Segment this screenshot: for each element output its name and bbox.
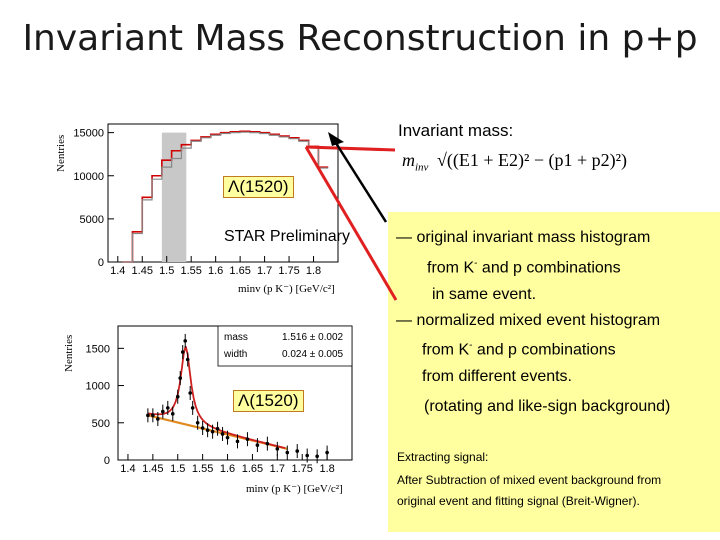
data-point <box>265 441 270 446</box>
y-tick-label: 15000 <box>73 128 104 140</box>
x-tick-label: 1.6 <box>208 265 223 277</box>
data-point <box>285 450 290 455</box>
data-point <box>215 426 220 431</box>
formula-lhs: m <box>402 150 415 170</box>
star-preliminary-label: STAR Preliminary <box>224 228 350 245</box>
x-tick-label: 1.6 <box>220 463 235 475</box>
note-original-histogram: — original invariant mass histogram <box>396 229 651 246</box>
y-tick-label: 5000 <box>80 214 104 226</box>
data-point <box>190 406 195 410</box>
slide-title: Invariant Mass Reconstruction in p+p <box>22 18 698 59</box>
note-mixed-combinations: from K- and p combinations <box>422 340 616 359</box>
data-point <box>325 450 329 455</box>
data-point <box>305 453 309 458</box>
x-tick-label: 1.55 <box>192 463 213 475</box>
x-tick-label: 1.5 <box>170 463 185 475</box>
data-point <box>315 454 319 459</box>
formula-lhs-sub: inv <box>415 161 429 174</box>
data-point <box>151 413 155 418</box>
data-point <box>178 376 183 380</box>
mixed-histogram-line <box>122 131 329 263</box>
x-tick-label: 1.45 <box>132 265 153 277</box>
data-point <box>188 391 192 395</box>
x-tick-label: 1.4 <box>110 265 125 277</box>
data-point <box>183 339 188 343</box>
x-tick-label: 1.65 <box>229 265 250 277</box>
data-point <box>185 357 190 362</box>
data-point <box>200 426 205 430</box>
x-tick-label: 1.5 <box>159 265 174 277</box>
note-text: from K <box>427 259 475 277</box>
x-tick-label: 1.8 <box>319 463 334 475</box>
data-point <box>225 435 230 440</box>
x-tick-label: 1.8 <box>306 265 321 277</box>
data-point <box>180 350 185 354</box>
formula-rhs: √((E1 + E2)² − (p1 + p2)²) <box>436 150 628 170</box>
y-tick-label: 500 <box>92 418 110 430</box>
note-background-method: (rotating and like-sign background) <box>424 398 671 415</box>
y-tick-label: 1500 <box>86 343 110 355</box>
formula-heading: Invariant mass: <box>398 121 514 140</box>
data-point <box>235 439 240 444</box>
x-axis-label-top: minv (p K⁻) [GeV/c²] <box>238 283 335 295</box>
fit-param-value: 0.024 ± 0.005 <box>282 349 344 360</box>
x-tick-label: 1.75 <box>292 463 313 475</box>
note-mixed-histogram: — normalized mixed event histogram <box>396 312 661 329</box>
data-point <box>245 437 250 441</box>
note-extracting-heading: Extracting signal: <box>397 450 489 464</box>
fit-param-name: mass <box>224 332 248 343</box>
black-arrow-line <box>332 139 388 223</box>
note-extracting-line2: original event and fitting signal (Breit… <box>397 494 640 508</box>
note-different-events: from different events. <box>422 368 572 385</box>
y-tick-label: 0 <box>98 257 104 269</box>
y-axis-label-top: Nentries <box>55 135 67 172</box>
y-tick-label: 10000 <box>73 171 104 183</box>
data-point <box>170 412 175 416</box>
fit-param-name: width <box>223 349 247 360</box>
y-axis-label-bottom: Nentries <box>63 335 75 372</box>
x-tick-label: 1.55 <box>180 265 201 277</box>
black-arrow-head <box>328 132 344 146</box>
data-point <box>295 449 300 453</box>
note-text: from K <box>422 341 470 359</box>
data-point <box>156 417 160 421</box>
note-sup: - <box>474 258 478 269</box>
data-point <box>210 429 215 434</box>
x-tick-label: 1.65 <box>242 463 263 475</box>
data-point <box>220 432 225 436</box>
data-point <box>275 447 280 451</box>
note-extracting-line1: After Subtraction of mixed event backgro… <box>397 473 662 487</box>
x-tick-label: 1.45 <box>142 463 163 475</box>
fit-param-value: 1.516 ± 0.002 <box>282 332 344 343</box>
x-tick-label: 1.75 <box>278 265 299 277</box>
data-point <box>161 409 165 414</box>
x-axis-label-bottom: minv (p K⁻) [GeV/c²] <box>246 483 343 495</box>
lambda-label-top: Λ(1520) <box>223 176 294 198</box>
lambda-label-bottom: Λ(1520) <box>233 390 304 412</box>
invariant-mass-formula: minv √((E1 + E2)² − (p1 + p2)²) <box>402 150 627 174</box>
fit-results-box <box>217 325 353 367</box>
x-tick-label: 1.4 <box>120 463 135 475</box>
data-point <box>205 428 210 433</box>
original-histogram-line <box>122 130 329 263</box>
y-tick-label: 0 <box>104 455 110 467</box>
data-point <box>195 420 200 425</box>
data-point <box>165 406 170 410</box>
data-point <box>255 443 260 447</box>
x-tick-label: 1.7 <box>270 463 285 475</box>
note-sup: - <box>469 340 473 351</box>
notes-background <box>388 212 720 532</box>
note-same-event: in same event. <box>432 286 537 303</box>
note-text: and p combinations <box>477 259 621 277</box>
note-original-combinations: from K- and p combinations <box>427 258 621 277</box>
red-arrow-line <box>304 146 398 301</box>
data-point <box>146 413 150 418</box>
red-arrow-link <box>305 145 396 152</box>
x-tick-label: 1.7 <box>257 265 272 277</box>
signal-region-band <box>161 132 187 262</box>
data-point <box>175 394 180 399</box>
y-tick-label: 1000 <box>86 381 110 393</box>
note-text: and p combinations <box>472 341 616 359</box>
